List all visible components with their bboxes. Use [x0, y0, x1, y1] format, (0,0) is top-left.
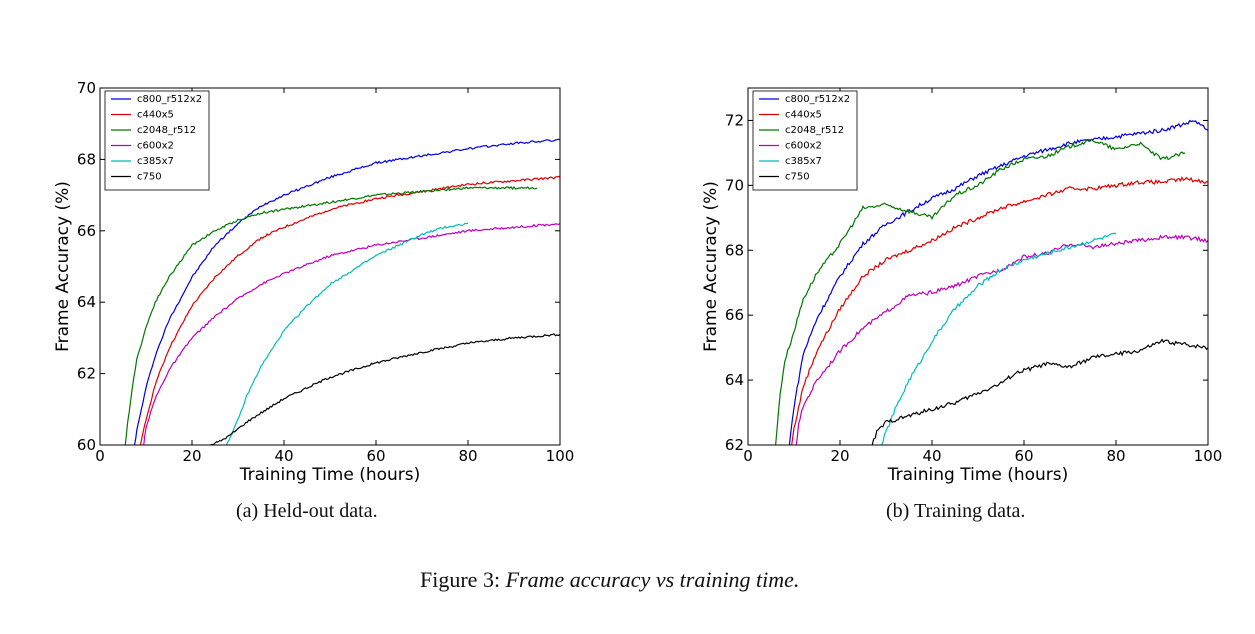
legend-label-c750: c750	[785, 172, 810, 183]
series-line-c440x5	[139, 175, 560, 445]
x-tick-label: 20	[830, 447, 849, 465]
x-tick-label: 0	[95, 447, 105, 465]
figure-caption: Figure 3: Frame accuracy vs training tim…	[420, 567, 799, 593]
x-tick-label: 0	[743, 447, 753, 465]
series-line-c600x2	[143, 223, 560, 445]
series-line-c800-r512x2	[133, 138, 560, 445]
x-tick-label: 20	[182, 447, 201, 465]
y-tick-label: 68	[725, 241, 744, 259]
series-line-c2048-r512	[124, 186, 538, 445]
y-axis-label: Frame Accuracy (%)	[53, 181, 73, 352]
legend-box	[752, 90, 858, 191]
y-tick-label: 70	[725, 176, 744, 194]
y-tick-label: 70	[77, 79, 96, 97]
y-axis-label: Frame Accuracy (%)	[701, 181, 721, 352]
y-tick-label: 66	[77, 222, 96, 240]
legend-label-c440x5: c440x5	[137, 110, 174, 121]
legend: c800_r512x2 c440x5 c2048_r512 c600x2 c385x7 c…	[752, 90, 858, 191]
y-tick-label: 68	[77, 150, 96, 168]
x-axis-label: Training Time (hours)	[887, 465, 1069, 485]
legend-label-c440x5: c440x5	[785, 110, 822, 121]
x-tick-label: 100	[546, 447, 575, 465]
series-line-c600x2	[795, 234, 1208, 445]
y-tick-label: 64	[77, 293, 96, 311]
chart-held-out: 0 20 40 60 80 100 60 62 64 66 68 70 Training Time (h…	[53, 79, 575, 485]
x-tick-label: 80	[1106, 447, 1125, 465]
y-tick-label: 60	[77, 436, 96, 454]
legend-box	[104, 90, 210, 191]
legend-label-c600x2: c600x2	[137, 141, 174, 152]
figure-caption-label: Figure 3:	[420, 567, 501, 592]
series-line-c750	[871, 338, 1208, 445]
x-axis-label: Training Time (hours)	[239, 465, 421, 485]
x-tick-label: 60	[366, 447, 385, 465]
x-tick-label: 60	[1014, 447, 1033, 465]
y-tick-label: 66	[725, 306, 744, 324]
legend-label-c800-r512x2: c800_r512x2	[137, 94, 202, 105]
x-tick-label: 40	[274, 447, 293, 465]
y-tick-label: 64	[725, 371, 744, 389]
legend-label-c750: c750	[137, 172, 162, 183]
legend-label-c2048-r512: c2048_r512	[785, 125, 844, 136]
legend-label-c2048-r512: c2048_r512	[137, 125, 196, 136]
x-tick-label: 40	[922, 447, 941, 465]
figure-caption-text: Frame accuracy vs training time.	[505, 567, 800, 592]
legend-label-c800-r512x2: c800_r512x2	[785, 94, 850, 105]
series-line-c750	[210, 333, 560, 445]
x-tick-label: 100	[1194, 447, 1223, 465]
series-line-c800-r512x2	[788, 119, 1208, 445]
series-line-c2048-r512	[775, 138, 1186, 445]
series-line-c440x5	[791, 176, 1208, 445]
plot-frame	[99, 87, 561, 446]
legend-label-c600x2: c600x2	[785, 141, 822, 152]
series-line-c385x7	[225, 222, 469, 445]
series-line-c385x7	[880, 232, 1117, 445]
legend: c800_r512x2 c440x5 c2048_r512 c600x2 c385x7 c…	[104, 90, 210, 191]
y-tick-label: 62	[77, 365, 96, 383]
subcaption-held-out: (a) Held-out data.	[236, 500, 378, 522]
chart-training: 0 20 40 60 80 100 62 64 66 68 70 72 Training Time (h…	[701, 87, 1223, 485]
y-tick-label: 62	[725, 436, 744, 454]
plot-frame	[747, 87, 1209, 446]
legend-label-c385x7: c385x7	[137, 156, 174, 167]
y-tick-label: 72	[725, 111, 744, 129]
subcaption-training: (b) Training data.	[886, 500, 1026, 522]
legend-label-c385x7: c385x7	[785, 156, 822, 167]
x-tick-label: 80	[458, 447, 477, 465]
